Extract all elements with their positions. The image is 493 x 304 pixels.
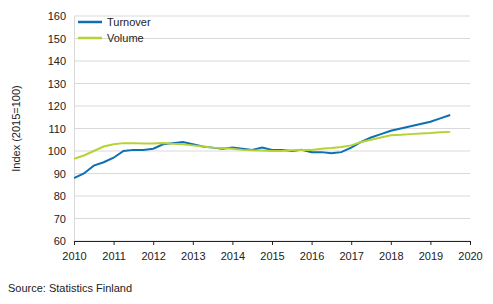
x-tick-label: 2016 (300, 250, 324, 262)
grid-line (74, 83, 470, 84)
legend-swatch (78, 21, 102, 24)
grid-line (74, 218, 470, 219)
x-axis: 2010 2011 2012 2013 2014 2015 2016 2017 2018 2019… (62, 241, 482, 262)
y-tick: 70 (54, 213, 74, 225)
y-tick: 130 (48, 78, 74, 90)
x-tick-label: 2012 (141, 250, 165, 262)
x-tick: 2013 (181, 241, 205, 262)
y-tick: 140 (48, 55, 74, 67)
y-tick: 80 (54, 190, 74, 202)
y-tick-label: 80 (54, 190, 66, 202)
legend-item: Volume (78, 32, 144, 44)
x-tick-label: 2014 (221, 250, 245, 262)
y-tick-label: 130 (48, 78, 66, 90)
x-tick: 2012 (141, 241, 165, 262)
x-tick: 2011 (102, 241, 126, 262)
y-tick-label: 150 (48, 33, 66, 45)
legend-item: Turnover (78, 16, 151, 28)
y-tick: 60 (54, 235, 74, 247)
grid-line (74, 106, 470, 107)
chart: 6070809010011012013014015016020102011201… (0, 0, 493, 304)
grid-line (74, 173, 470, 174)
x-tick-label: 2015 (260, 250, 284, 262)
y-tick-label: 90 (54, 168, 66, 180)
grid (74, 16, 470, 241)
plot-area (74, 115, 450, 178)
x-tick-mark (114, 241, 115, 245)
legend-label: Turnover (107, 16, 151, 28)
y-tick-label: 110 (48, 123, 66, 135)
y-axis-line (74, 17, 75, 242)
x-tick-mark (470, 241, 471, 245)
y-axis-title: Index (2015=100) (10, 85, 22, 172)
series-line (74, 115, 450, 178)
x-tick-mark (74, 241, 75, 245)
legend: Turnover Volume (78, 16, 151, 44)
x-tick-label: 2011 (102, 250, 126, 262)
x-tick: 2015 (260, 241, 284, 262)
y-tick-label: 60 (54, 235, 66, 247)
y-tick: 90 (54, 168, 74, 180)
x-tick-mark (153, 241, 154, 245)
x-tick-mark (193, 241, 194, 245)
legend-label: Volume (107, 32, 144, 44)
x-tick: 2016 (300, 241, 324, 262)
x-tick-label: 2019 (419, 250, 443, 262)
x-tick-label: 2017 (339, 250, 363, 262)
y-tick-label: 160 (48, 10, 66, 22)
x-tick: 2019 (419, 241, 443, 262)
y-tick-label: 70 (54, 213, 66, 225)
legend-swatch (78, 37, 102, 40)
x-tick-mark (430, 241, 431, 245)
grid-line (74, 61, 470, 62)
series-line (74, 132, 450, 159)
x-tick-label: 2020 (458, 250, 482, 262)
source: Source: Statistics Finland (8, 282, 132, 294)
y-tick: 100 (48, 145, 74, 157)
x-tick-mark (351, 241, 352, 245)
y-tick: 150 (48, 33, 74, 45)
x-tick: 2010 (62, 241, 86, 262)
grid-line (74, 196, 470, 197)
y-tick-label: 100 (48, 145, 66, 157)
y-axis: 60 70 80 90 100 110 120 130 140 150 160 (48, 10, 75, 247)
y-tick: 160 (48, 10, 74, 22)
y-tick-label: 140 (48, 55, 66, 67)
x-tick: 2017 (339, 241, 363, 262)
y-tick-label: 120 (48, 100, 66, 112)
x-tick: 2020 (458, 241, 482, 262)
grid-line (74, 128, 470, 129)
x-tick-label: 2018 (379, 250, 403, 262)
x-tick-mark (232, 241, 233, 245)
x-tick-label: 2013 (181, 250, 205, 262)
y-tick: 120 (48, 100, 74, 112)
y-tick: 110 (48, 123, 74, 135)
x-tick: 2018 (379, 241, 403, 262)
x-tick: 2014 (221, 241, 245, 262)
x-tick-mark (312, 241, 313, 245)
x-tick-label: 2010 (62, 250, 86, 262)
x-tick-mark (272, 241, 273, 245)
x-tick-mark (391, 241, 392, 245)
